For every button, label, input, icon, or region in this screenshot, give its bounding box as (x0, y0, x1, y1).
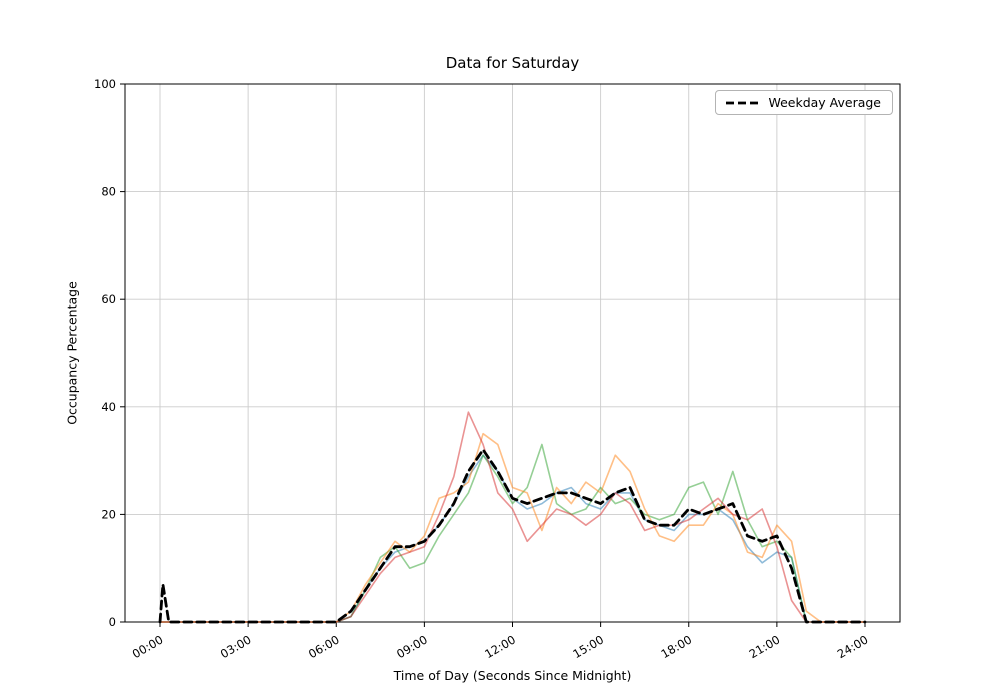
dashed-line-sample (726, 101, 759, 104)
legend: Weekday Average (715, 90, 893, 115)
y-tick-label: 0 (109, 615, 116, 629)
x-axis-label: Time of Day (Seconds Since Midnight) (393, 668, 632, 683)
x-tick-label: 00:00 (130, 632, 166, 661)
x-tick-label: 24:00 (835, 632, 871, 661)
x-tick-label: 03:00 (218, 632, 254, 661)
average-line (158, 448, 867, 624)
y-tick-label: 20 (101, 507, 116, 521)
y-tick-label: 40 (101, 400, 116, 414)
x-tick-label: 21:00 (747, 632, 783, 661)
y-tick-label: 60 (101, 292, 116, 306)
x-tick-label: 18:00 (659, 632, 695, 661)
x-tick-label: 09:00 (394, 632, 430, 661)
x-tick-label: 15:00 (570, 632, 606, 661)
x-tick-label: 12:00 (482, 632, 518, 661)
y-tick-label: 100 (94, 77, 116, 91)
chart-title: Data for Saturday (445, 54, 580, 72)
y-tick-label: 80 (101, 185, 116, 199)
legend-label: Weekday Average (768, 95, 881, 110)
x-tick-label: 06:00 (306, 632, 342, 661)
